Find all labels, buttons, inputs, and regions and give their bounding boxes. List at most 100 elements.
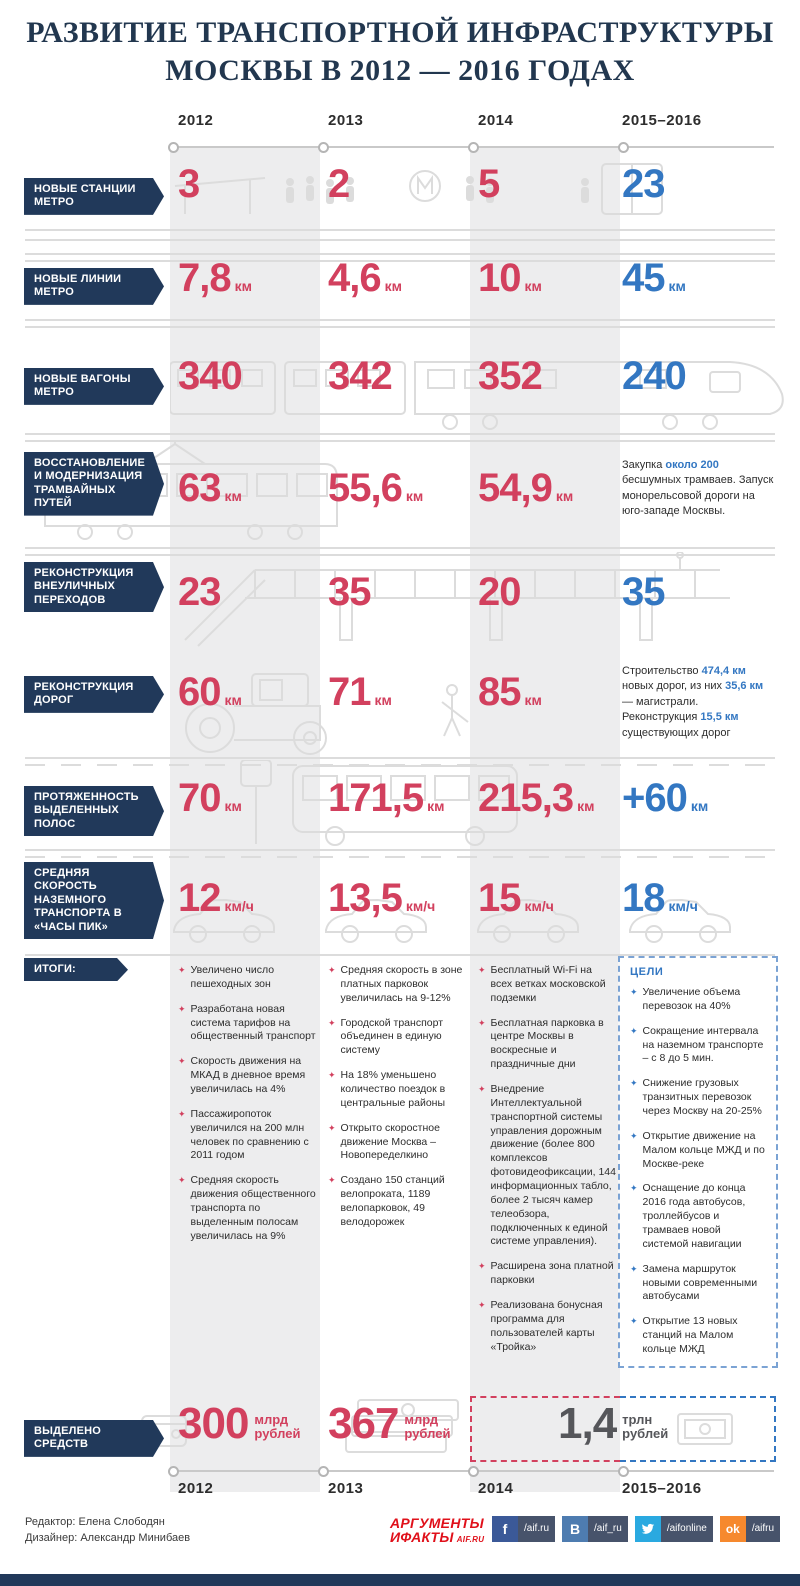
rails-illustration [25,547,775,556]
bullet-star-icon: ✦ [328,1018,336,1029]
timeline-dot [168,1466,179,1477]
row-label-results: ИТОГИ: [24,958,128,981]
money-stack-illustration [345,1399,459,1453]
roads-2013-value: 71 км [328,670,392,714]
bottom-bar [0,1574,800,1586]
social-facebook[interactable]: f/aif.ru [492,1516,556,1542]
list-item: ✦ Средняя скорость в зоне платных парково… [328,964,463,1004]
social-vk[interactable]: В/aif_ru [562,1516,628,1542]
roads-2012-value: 60 км [178,670,242,714]
year-footer-2012: 2012 [178,1480,214,1497]
goals-box: ЦЕЛИ ✦ Увеличение объема перевозок на 40%… [618,956,778,1368]
year-header-2014: 2014 [478,112,514,129]
social-odnoklassniki[interactable]: ok/aifru [719,1516,781,1542]
timeline-dot [618,142,629,153]
bullet-star-icon: ✦ [178,1176,186,1187]
bullet-star-icon: ✦ [328,966,336,976]
cars-illustration [173,898,731,943]
row-label-funding: ВЫДЕЛЕНО СРЕДСТВ [24,1420,164,1457]
bus-lanes-2013-value: 171,5 км [328,776,445,820]
crosswalks-2012-value: 23 [178,570,221,614]
row-label-crosswalks: РЕКОНСТРУКЦИЯ ВНЕУЛИЧНЫХ ПЕРЕХОДОВ [24,562,164,612]
metro-train-illustration [170,361,784,430]
results-2012-list: ✦ Увеличено число пешеходных зон ✦ Разрабо… [178,964,318,1255]
bullet-star-icon: ✦ [178,1109,186,1120]
list-item: ✦ Увеличено число пешеходных зон [178,964,275,990]
speed-2013-value: 13,5 км/ч [328,876,436,920]
metro-platform-illustration [174,163,663,215]
year-footer-2014: 2014 [478,1480,514,1497]
list-item: ✦ Бесплатная парковка в центре Москвы в в… [478,1016,604,1071]
goal-item: ✦ Оснащение до конца 2016 года автобусов,… [630,1182,746,1250]
metro-lines-2015-2016-value: 45 км [622,256,686,300]
goal-item: ✦ Открытие 13 новых станций на Малом коль… [630,1315,738,1356]
tram-tracks-2015-2016-note: Закупка около 200 бесшумных трамваев. За… [622,459,774,518]
row-label-metro-lines: НОВЫЕ ЛИНИИ МЕТРО [24,268,164,305]
bus-lanes-2015-2016-value: +60 км [622,776,709,820]
metro-cars-2014-value: 352 [478,354,543,398]
odnoklassniki-icon: ok [719,1516,746,1542]
row-label-metro-cars: НОВЫЕ ВАГОНЫ МЕТРО [24,368,164,405]
goal-item: ✦ Сокращение интервала на наземном трансп… [630,1024,764,1065]
social-twitter[interactable]: /aifonline [634,1516,713,1542]
list-item: ✦ Внедрение Интеллектуальной транспортной… [478,1083,616,1248]
bullet-star-icon: ✦ [478,1301,486,1312]
goal-item: ✦ Замена маршруток новыми современными ав… [630,1262,758,1303]
year-footer-2013: 2013 [328,1480,364,1497]
list-item: ✦ Открыто скоростное движение Москва – Но… [328,1121,440,1162]
list-item: ✦ Создано 150 станций велопроката, 1189 в… [328,1174,445,1228]
credit-editor: Редактор: Елена Слободян [25,1516,165,1528]
bullet-star-icon: ✦ [178,966,186,976]
bullet-star-icon: ✦ [630,1026,638,1037]
credit-designer: Дизайнер: Александр Минибаев [25,1532,191,1544]
bullet-star-icon: ✦ [328,1071,336,1082]
results-2013-list: ✦ Средняя скорость в зоне платных парково… [328,964,468,1241]
crosswalks-2015-2016-value: 35 [622,570,665,614]
metro-stations-2013-value: 2 [328,162,350,206]
social-links: f/aif.ru В/aif_ru /aifonline ok/aifru [492,1516,781,1542]
social-handle: /aif_ru [588,1516,628,1542]
aif-logo-line1: АРГУМЕНТЫ [390,1515,484,1531]
metro-lines-2014-value: 10 км [478,256,542,300]
bus-lanes-2012-value: 70 км [178,776,242,820]
metro-stations-2015-2016-value: 23 [622,162,665,206]
rails-illustration [25,253,775,262]
speed-2014-value: 15 км/ч [478,876,554,920]
row-label-roads: РЕКОНСТРУКЦИЯ ДОРОГ [24,676,164,713]
goal-item: ✦ Открытие движение на Малом кольце МЖД и… [630,1129,765,1170]
metro-lines-2013-value: 4,6 км [328,256,402,300]
aif-logo-line2: ИФАКТЫ AIF.RU [390,1529,485,1546]
metro-stations-2014-value: 5 [478,162,500,206]
timeline-dot [168,142,179,153]
twitter-bird-icon [634,1516,661,1542]
metro-cars-2012-value: 340 [178,354,243,398]
metro-lines-2012-value: 7,8 км [178,256,252,300]
goals-title: ЦЕЛИ [630,966,664,978]
aif-logo: АРГУМЕНТЫ ИФАКТЫ AIF.RU [390,1516,484,1545]
social-handle: /aifru [745,1516,781,1542]
bullet-star-icon: ✦ [630,1317,638,1328]
year-header-2013: 2013 [328,112,364,129]
row-label-speed: СРЕДНЯЯ СКОРОСТЬ НАЗЕМНОГО ТРАНСПОРТА В … [24,862,164,939]
road-roller-illustration [185,673,469,755]
year-header-2015-2016: 2015–2016 [622,112,702,129]
rails-illustration [25,229,775,241]
bullet-star-icon: ✦ [178,1004,186,1015]
timeline-dot [468,142,479,153]
road-illustration [25,849,775,858]
social-handle: /aifonline [660,1516,713,1542]
pedestrian-bridge-illustration [184,552,730,647]
list-item: ✦ На 18% уменьшено количество поездок в ц… [328,1069,446,1109]
list-item: ✦ Средняя скорость движения общественного… [178,1174,316,1242]
year-footer-2015-2016: 2015–2016 [622,1480,702,1497]
metro-cars-2013-value: 342 [328,354,393,398]
list-item: ✦ Разработана новая система тарифов на об… [178,1002,316,1043]
crosswalks-2014-value: 20 [478,570,521,614]
list-item: ✦ Реализована бонусная программа для поль… [478,1299,603,1353]
roads-2014-value: 85 км [478,670,542,714]
bullet-star-icon: ✦ [630,1264,638,1275]
banknote-illustration [677,1413,733,1445]
facebook-icon: f [492,1516,518,1542]
metro-cars-2015-2016-value: 240 [622,354,687,398]
funding-2014-2016-value: 1,4 трлн рублей [558,1399,669,1448]
